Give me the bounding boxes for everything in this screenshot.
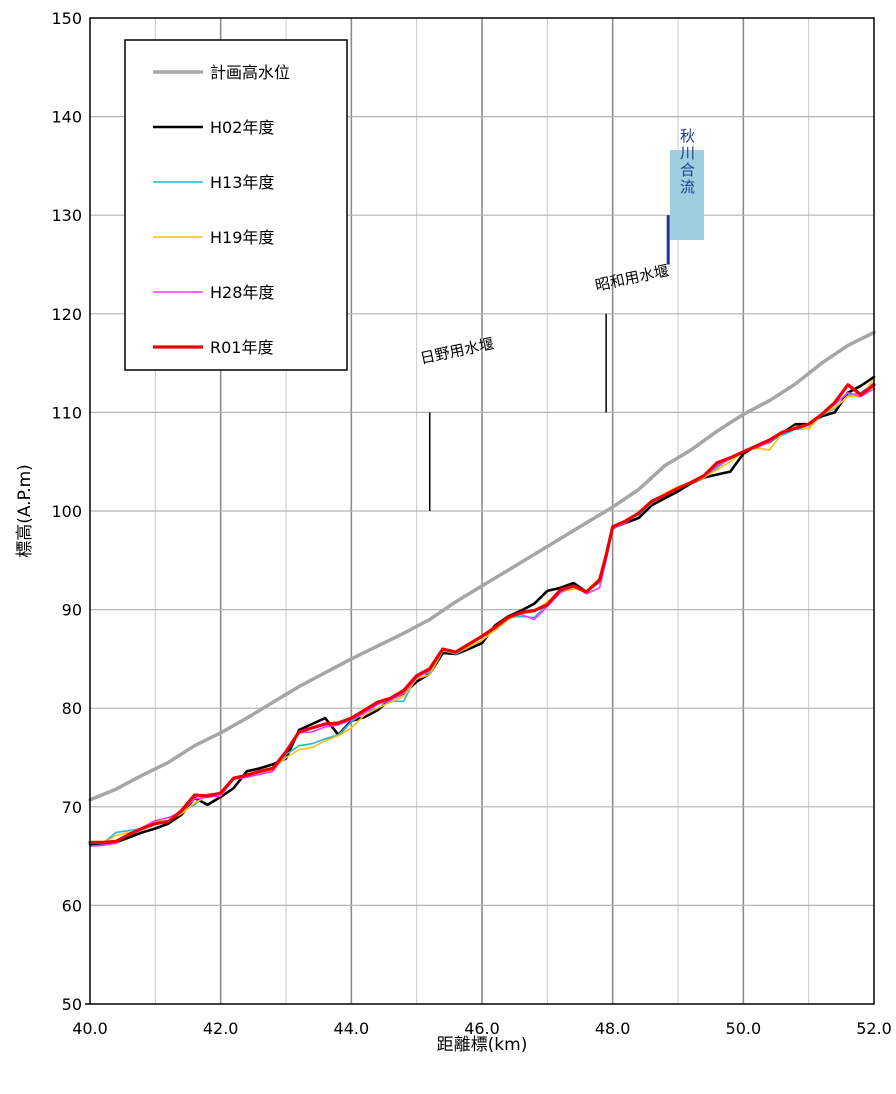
x-axis-title: 距離標(km) (437, 1035, 528, 1055)
x-tick-label: 48.0 (595, 1019, 631, 1038)
legend-box (124, 39, 348, 371)
y-tick-label: 140 (51, 108, 82, 127)
y-tick-label: 60 (62, 896, 82, 915)
series-line-1 (88, 330, 876, 802)
confluence-label: 秋川合流 (678, 128, 696, 196)
y-tick-label: 110 (51, 403, 82, 422)
y-tick-label: 120 (51, 305, 82, 324)
legend-label-2: H02年度 (210, 118, 274, 137)
x-tick-label: 50.0 (726, 1019, 762, 1038)
y-tick-label: 100 (51, 502, 82, 521)
x-tick-label: 42.0 (203, 1019, 239, 1038)
legend-label-1: 計画高水位 (210, 63, 290, 82)
y-tick-label: 130 (51, 206, 82, 225)
legend-label-4: H19年度 (210, 228, 274, 247)
confluence-label-box (670, 150, 704, 240)
tick-labels: 40.0 42.0 44.0 46.0 48.0 50.0 52.0 50 60 70 80 90 10… (51, 9, 891, 1038)
x-tick-label: 40.0 (72, 1019, 108, 1038)
series-layer (88, 330, 876, 848)
y-tick-label: 150 (51, 9, 82, 28)
x-tick-label: 44.0 (334, 1019, 370, 1038)
x-tick-label: 52.0 (856, 1019, 892, 1038)
legend: 計画高水位 H02年度 H13年度 H19年度 H28年度 R01年度 (124, 39, 348, 371)
y-axis-title: 標高(A.P.m) (15, 464, 35, 558)
plot-frame (89, 17, 875, 1005)
legend-label-5: H28年度 (210, 283, 274, 302)
y-tick-label: 70 (62, 798, 82, 817)
y-tick-label: 50 (62, 995, 82, 1014)
series-line-6 (88, 383, 876, 844)
y-tick-label: 80 (62, 699, 82, 718)
legend-label-3: H13年度 (210, 173, 274, 192)
x-tick-label: 46.0 (464, 1019, 500, 1038)
legend-label-6: R01年度 (210, 338, 273, 357)
y-tick-label: 90 (62, 601, 82, 620)
